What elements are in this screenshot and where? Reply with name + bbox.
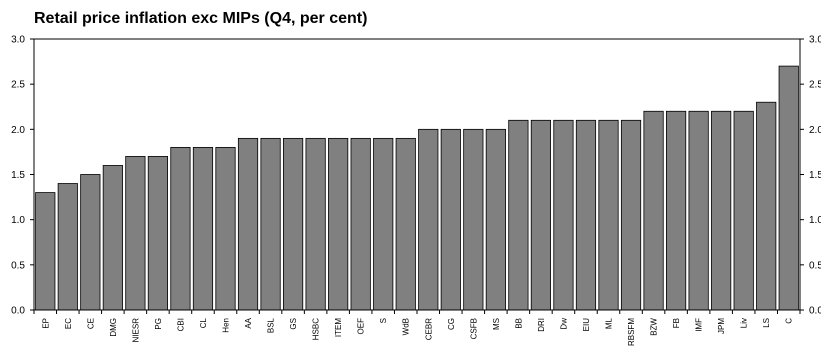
- bar: [620, 119, 642, 311]
- x-category-label: CL: [199, 317, 208, 328]
- bar: [80, 174, 101, 311]
- bar: [102, 165, 123, 311]
- x-category-label: GS: [289, 318, 298, 330]
- y-tick-label-right: 2.5: [809, 80, 821, 91]
- y-tick-label-right: 2.0: [809, 125, 821, 136]
- y-tick-label-left: 3.0: [11, 35, 25, 46]
- bar: [260, 137, 281, 311]
- bar: [688, 110, 709, 311]
- bar: [733, 110, 754, 311]
- x-category-label: IMF: [695, 318, 704, 332]
- x-category-label: DMG: [109, 318, 118, 337]
- x-category-label: OEF: [357, 318, 366, 335]
- bar: [463, 128, 484, 311]
- bar: [508, 119, 529, 311]
- x-category-label: PG: [154, 318, 163, 330]
- bar: [35, 192, 56, 311]
- bar: [192, 146, 214, 311]
- y-tick-label-left: 2.5: [11, 80, 25, 91]
- bar: [553, 119, 574, 311]
- bar: [350, 137, 371, 311]
- x-category-label: EIU: [582, 318, 591, 332]
- y-tick-label-left: 2.0: [11, 125, 25, 136]
- bar: [147, 156, 169, 311]
- bar: [237, 137, 259, 311]
- x-category-label: DRI: [537, 318, 546, 332]
- y-tick-label-right: 1.0: [809, 215, 821, 226]
- bar: [485, 128, 506, 311]
- bar: [711, 110, 732, 311]
- x-category-label: CG: [447, 318, 456, 330]
- bar: [598, 119, 619, 311]
- y-tick-label-right: 3.0: [809, 35, 821, 46]
- x-category-label: CE: [86, 318, 95, 329]
- bar: [778, 65, 799, 311]
- x-category-label: JPM: [717, 318, 726, 334]
- x-category-label: BB: [514, 318, 523, 329]
- bar: [328, 137, 349, 311]
- x-category-label: Liv: [740, 318, 749, 328]
- x-category-label: Dw: [559, 318, 568, 330]
- bar: [666, 110, 687, 311]
- x-category-label: EC: [64, 318, 73, 329]
- bar: [756, 101, 777, 311]
- x-category-label: CSFB: [469, 318, 478, 339]
- y-tick-label-left: 1.0: [11, 215, 25, 226]
- x-category-label: FB: [672, 318, 681, 328]
- bar: [418, 128, 439, 311]
- x-category-label: NIESR: [131, 318, 140, 343]
- bar: [305, 137, 326, 311]
- bar: [282, 137, 304, 311]
- x-category-label: MS: [492, 318, 501, 330]
- y-tick-label-right: 0.5: [809, 260, 821, 271]
- x-category-label: ML: [605, 317, 614, 329]
- x-category-label: RBSFM: [627, 318, 636, 346]
- bar: [440, 128, 461, 311]
- x-category-label: BSL: [267, 317, 276, 333]
- x-category-label: EP: [41, 318, 50, 329]
- bar: [215, 146, 236, 311]
- y-tick-label-right: 1.5: [809, 170, 821, 181]
- y-tick-label-right: 0.0: [809, 306, 821, 317]
- y-tick-label-left: 0.0: [11, 306, 25, 317]
- bar: [170, 146, 191, 311]
- bar: [575, 119, 597, 311]
- x-category-label: HSBC: [312, 318, 321, 340]
- y-tick-label-left: 0.5: [11, 260, 25, 271]
- x-category-label: ITEM: [334, 318, 343, 337]
- x-category-label: CEBR: [424, 318, 433, 340]
- bar: [373, 137, 394, 311]
- x-category-label: WdB: [402, 318, 411, 335]
- x-category-label: AA: [244, 317, 253, 328]
- x-category-label: BZW: [650, 318, 659, 336]
- bar: [643, 110, 664, 311]
- bar: [395, 137, 416, 311]
- x-category-label: Hen: [222, 318, 231, 333]
- x-category-label: CBI: [176, 318, 185, 331]
- x-category-label: LS: [762, 318, 771, 328]
- chart-title: Retail price inflation exc MIPs (Q4, per…: [34, 10, 368, 27]
- x-category-label: C: [785, 318, 794, 324]
- x-category-label: S: [379, 318, 388, 323]
- bar: [530, 119, 551, 311]
- y-tick-label-left: 1.5: [11, 170, 25, 181]
- bar: [125, 156, 146, 311]
- bar: [57, 183, 78, 311]
